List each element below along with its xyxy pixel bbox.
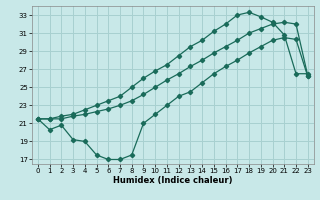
X-axis label: Humidex (Indice chaleur): Humidex (Indice chaleur)	[113, 176, 233, 185]
